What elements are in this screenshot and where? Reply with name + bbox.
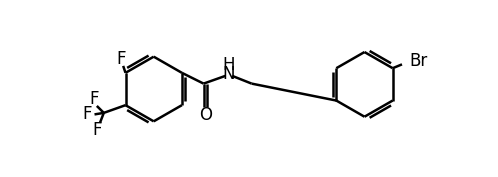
Text: F: F	[93, 121, 103, 139]
Text: Br: Br	[410, 52, 428, 70]
Text: H: H	[222, 56, 235, 74]
Text: F: F	[90, 90, 99, 108]
Text: F: F	[82, 105, 92, 123]
Text: F: F	[116, 50, 125, 68]
Text: N: N	[222, 65, 235, 83]
Text: O: O	[199, 106, 212, 124]
